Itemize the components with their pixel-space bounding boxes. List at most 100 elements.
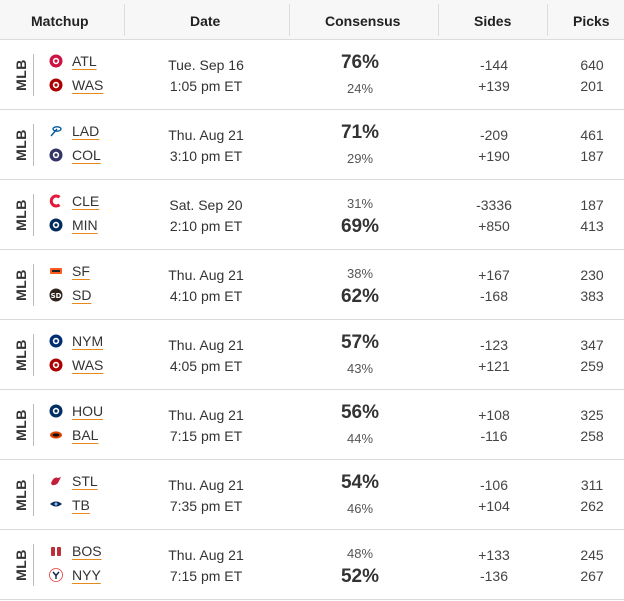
game-date: Thu. Aug 21 — [168, 267, 244, 283]
home-team-link[interactable]: MIN — [72, 217, 98, 233]
picks-away: 230 — [580, 267, 604, 283]
game-time: 7:15 pm ET — [169, 428, 243, 444]
braves-logo-icon — [49, 54, 63, 68]
game-date: Thu. Aug 21 — [168, 337, 244, 353]
table-row[interactable]: MLB SF SD SD Thu. Aug 21 4:10 pm ET 38% 62% +167… — [0, 250, 624, 320]
home-team[interactable]: BAL — [49, 425, 98, 445]
consensus-away: 54% — [340, 472, 380, 493]
red-sox-logo-icon — [49, 544, 63, 558]
table-row[interactable]: MLB CLE MIN Sat. Sep 20 2:10 pm ET 31% 69% -333… — [0, 180, 624, 250]
header-divider — [547, 4, 548, 36]
picks-away: 311 — [580, 477, 604, 493]
league-accent-line — [33, 334, 34, 376]
home-team-link[interactable]: BAL — [72, 427, 99, 443]
table-row[interactable]: MLB BOS NYY Thu. Aug 21 7:15 pm ET 48% 52% +133… — [0, 530, 624, 600]
side-away: -144 — [479, 57, 509, 73]
header-matchup[interactable]: Matchup — [31, 13, 89, 29]
home-team[interactable]: SD SD — [49, 285, 91, 305]
table-body: MLB ATL WAS Tue. Sep 16 1:05 pm ET 76% 24% -144… — [0, 40, 624, 600]
table-row[interactable]: MLB LAD COL Thu. Aug 21 3:10 pm ET 71% 29% -209… — [0, 110, 624, 180]
league-text: MLB — [13, 199, 29, 231]
table-row[interactable]: MLB HOU BAL Thu. Aug 21 7:15 pm ET 56% 44% +108… — [0, 390, 624, 460]
game-date: Tue. Sep 16 — [168, 57, 244, 73]
consensus-home: 24% — [346, 81, 374, 96]
away-team[interactable]: NYM — [49, 331, 103, 351]
home-team[interactable]: NYY — [49, 565, 101, 585]
game-date: Sat. Sep 20 — [169, 197, 243, 213]
home-team[interactable]: WAS — [49, 355, 103, 375]
home-team-link[interactable]: SD — [72, 287, 92, 303]
away-team[interactable]: SF — [49, 261, 90, 281]
picks-home: 201 — [580, 78, 604, 94]
away-team-link[interactable]: BOS — [72, 543, 102, 559]
yankees-logo-icon — [49, 568, 63, 582]
away-team-link[interactable]: STL — [72, 473, 98, 489]
away-team[interactable]: LAD — [49, 121, 99, 141]
game-date: Thu. Aug 21 — [168, 407, 244, 423]
league-accent-line — [33, 264, 34, 306]
header-picks[interactable]: Picks — [573, 13, 610, 29]
header-date[interactable]: Date — [190, 13, 221, 29]
away-team-link[interactable]: HOU — [72, 403, 104, 419]
side-home: +850 — [478, 218, 510, 234]
league-label: MLB — [7, 332, 35, 378]
league-label: MLB — [7, 262, 35, 308]
league-accent-line — [33, 544, 34, 586]
giants-logo-icon — [49, 264, 63, 278]
twins-logo-icon — [49, 218, 63, 232]
away-team[interactable]: HOU — [49, 401, 103, 421]
away-team-link[interactable]: ATL — [72, 53, 97, 69]
consensus-away: 38% — [346, 266, 374, 281]
picks-home: 259 — [580, 358, 604, 374]
away-team-link[interactable]: LAD — [72, 123, 100, 139]
consensus-home: 44% — [346, 431, 374, 446]
home-team-link[interactable]: TB — [72, 497, 90, 513]
away-team[interactable]: BOS — [49, 541, 102, 561]
orioles-logo-icon — [49, 428, 63, 442]
game-time: 3:10 pm ET — [169, 148, 243, 164]
game-date: Thu. Aug 21 — [168, 127, 244, 143]
home-team-link[interactable]: NYY — [72, 567, 101, 583]
header-divider — [289, 4, 290, 36]
consensus-home: 62% — [340, 286, 380, 307]
table-header: Matchup Date Consensus Sides Picks — [0, 0, 624, 40]
league-text: MLB — [13, 129, 29, 161]
game-time: 4:05 pm ET — [169, 358, 243, 374]
side-home: +190 — [478, 148, 510, 164]
header-sides[interactable]: Sides — [474, 13, 512, 29]
home-team[interactable]: MIN — [49, 215, 98, 235]
table-row[interactable]: MLB STL TB Thu. Aug 21 7:35 pm ET 54% 46% -106 +… — [0, 460, 624, 530]
rays-logo-icon — [49, 498, 63, 512]
nationals-logo-icon — [49, 78, 63, 92]
away-team[interactable]: STL — [49, 471, 98, 491]
table-row[interactable]: MLB NYM WAS Thu. Aug 21 4:05 pm ET 57% 43% -123… — [0, 320, 624, 390]
header-consensus[interactable]: Consensus — [325, 13, 401, 29]
away-team[interactable]: CLE — [49, 191, 99, 211]
picks-home: 258 — [580, 428, 604, 444]
away-team[interactable]: ATL — [49, 51, 97, 71]
league-label: MLB — [7, 472, 35, 518]
league-text: MLB — [13, 339, 29, 371]
away-team-link[interactable]: CLE — [72, 193, 100, 209]
game-date: Thu. Aug 21 — [168, 547, 244, 563]
home-team-link[interactable]: WAS — [72, 77, 104, 93]
league-label: MLB — [7, 52, 35, 98]
away-team-link[interactable]: SF — [72, 263, 90, 279]
table-row[interactable]: MLB ATL WAS Tue. Sep 16 1:05 pm ET 76% 24% -144… — [0, 40, 624, 110]
header-divider — [438, 4, 439, 36]
home-team[interactable]: WAS — [49, 75, 103, 95]
consensus-away: 76% — [340, 52, 380, 73]
game-time: 1:05 pm ET — [169, 78, 243, 94]
side-home: -136 — [479, 568, 509, 584]
picks-home: 187 — [580, 148, 604, 164]
picks-away: 461 — [580, 127, 604, 143]
side-home: +121 — [478, 358, 510, 374]
away-team-link[interactable]: NYM — [72, 333, 104, 349]
home-team[interactable]: COL — [49, 145, 101, 165]
game-time: 2:10 pm ET — [169, 218, 243, 234]
home-team[interactable]: TB — [49, 495, 90, 515]
home-team-link[interactable]: WAS — [72, 357, 104, 373]
home-team-link[interactable]: COL — [72, 147, 101, 163]
consensus-away: 56% — [340, 402, 380, 423]
padres-logo-icon: SD — [49, 288, 63, 302]
